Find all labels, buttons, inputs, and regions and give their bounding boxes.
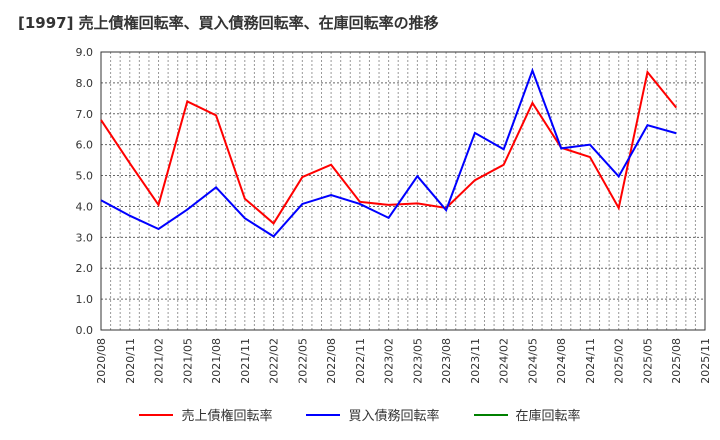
x-tick-label: 2023/02 (383, 338, 396, 384)
legend-item: 売上債権回転率 (139, 405, 272, 424)
x-tick-label: 2023/05 (411, 338, 424, 384)
x-tick-label: 2024/02 (498, 338, 511, 384)
legend-swatch (473, 413, 508, 416)
legend: 売上債権回転率 買入債務回転率 在庫回転率 (0, 405, 720, 424)
x-tick-label: 2022/08 (325, 338, 338, 384)
y-tick-label: 9.0 (76, 46, 94, 59)
legend-swatch (306, 413, 341, 416)
x-tick-label: 2023/11 (469, 338, 482, 384)
x-tick-label: 2021/08 (210, 338, 223, 384)
y-tick-label: 1.0 (76, 293, 94, 306)
x-tick-label: 2022/05 (296, 338, 309, 384)
legend-swatch (139, 413, 174, 416)
y-tick-label: 0.0 (76, 324, 94, 337)
x-tick-label: 2021/02 (153, 338, 166, 384)
legend-label: 買入債務回転率 (348, 409, 440, 424)
x-tick-label: 2021/11 (239, 338, 252, 384)
plot-frame (100, 51, 706, 331)
x-tick-label: 2024/11 (584, 338, 597, 384)
y-tick-label: 8.0 (76, 77, 94, 90)
x-tick-label: 2025/11 (699, 338, 712, 384)
x-tick-label: 2025/08 (670, 338, 683, 384)
y-tick-label: 4.0 (76, 200, 94, 213)
x-tick-label: 2023/08 (440, 338, 453, 384)
chart-title: [1997] 売上債権回転率、買入債務回転率、在庫回転率の推移 (18, 14, 439, 32)
legend-label: 売上債権回転率 (181, 409, 273, 424)
y-tick-label: 6.0 (76, 139, 94, 152)
x-tick-label: 2020/11 (124, 338, 137, 384)
x-tick-label: 2021/05 (181, 338, 194, 384)
legend-item: 買入債務回転率 (306, 405, 440, 424)
x-tick-label: 2024/08 (555, 338, 568, 384)
x-tick-label: 2024/05 (526, 338, 539, 384)
x-tick-label: 2025/02 (613, 338, 626, 384)
x-tick-label: 2022/11 (354, 338, 367, 384)
x-tick-label: 2022/02 (268, 338, 281, 384)
y-tick-label: 3.0 (76, 231, 94, 244)
y-tick-label: 2.0 (76, 262, 94, 275)
y-tick-label: 7.0 (76, 108, 94, 121)
x-tick-label: 2020/08 (95, 338, 108, 384)
y-tick-label: 5.0 (76, 170, 94, 183)
x-tick-label: 2025/05 (641, 338, 654, 384)
legend-label: 在庫回転率 (515, 409, 581, 424)
legend-item: 在庫回転率 (473, 405, 581, 424)
